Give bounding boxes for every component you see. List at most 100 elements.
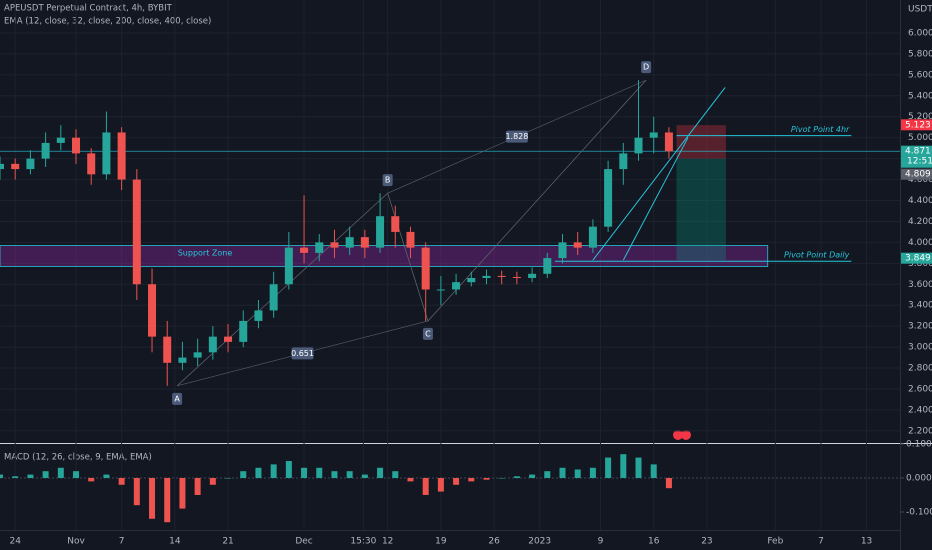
candle-body	[269, 284, 278, 311]
macd-tick-label: -0.100	[906, 507, 932, 517]
x-tick-label: Nov	[67, 537, 85, 547]
y-tick-label: 2.800	[908, 364, 932, 374]
y-tick-label: 3.000	[908, 343, 932, 353]
candle-body	[391, 216, 400, 232]
macd-bar	[164, 477, 171, 523]
candle-body	[11, 163, 20, 170]
x-tick-label: 12	[382, 537, 393, 547]
x-tick-label: 7	[818, 537, 824, 547]
candle-body	[72, 137, 81, 154]
macd-bar	[133, 477, 140, 506]
candle-body	[41, 142, 50, 159]
y-tick-label: 3.200	[908, 322, 932, 332]
macd-bar	[605, 457, 612, 478]
candle-body	[0, 163, 4, 170]
candle-body	[436, 289, 445, 291]
support-zone	[0, 245, 769, 267]
candle-body	[573, 242, 582, 248]
x-tick-label: 2023	[528, 537, 551, 547]
y-tick-label: 2.200	[908, 426, 932, 436]
candle-body	[56, 137, 65, 143]
candle-body	[102, 132, 111, 175]
candle-body	[208, 336, 217, 353]
macd-bar	[574, 469, 581, 478]
candle-body	[330, 242, 339, 248]
macd-bar	[453, 477, 460, 485]
candle-body	[497, 275, 506, 277]
ratio-label: 0.651	[291, 349, 314, 358]
x-tick-label: Feb	[767, 537, 783, 547]
candle-body	[543, 258, 552, 274]
macd-tick-label: 0.100	[906, 439, 932, 449]
x-tick-label: 13	[861, 537, 872, 547]
price-badge-label: 4.871	[905, 147, 931, 157]
event-icon[interactable]	[673, 430, 683, 440]
price-badge	[901, 145, 932, 168]
price-badge-label: 5.123	[905, 120, 931, 130]
macd-bar	[194, 477, 201, 495]
macd-bar	[270, 464, 277, 478]
ratio-label: 1.828	[505, 132, 528, 141]
candle-body	[239, 320, 248, 342]
candle-body	[284, 247, 293, 285]
candle-body	[604, 169, 613, 227]
macd-bar	[240, 471, 247, 478]
macd-bar	[103, 474, 110, 478]
stop-zone	[676, 125, 726, 159]
macd-bar	[301, 467, 308, 478]
candle-body	[117, 132, 126, 180]
macd-bar	[179, 477, 186, 509]
x-tick-label: 7	[119, 537, 125, 547]
event-icon[interactable]	[681, 430, 691, 440]
macd-bar	[88, 477, 95, 482]
candle-body	[588, 226, 597, 248]
macd-bar	[225, 477, 232, 479]
y-tick-label: 5.800	[908, 49, 932, 59]
macd-bar	[407, 477, 414, 482]
candle-body	[421, 247, 430, 290]
macd-tick-label: 0.000	[906, 473, 932, 483]
candle-body	[193, 352, 202, 358]
candle-body	[482, 275, 491, 278]
x-tick-label: 24	[9, 537, 21, 547]
y-tick-label: 5.000	[908, 133, 932, 143]
candle-body	[634, 137, 643, 154]
pivot-label: Pivot Point 4hr	[791, 125, 850, 134]
candle-body	[300, 247, 309, 253]
macd-label: MACD (12, 26, close, 9, EMA, EMA)	[4, 453, 152, 463]
price-badge-label: 4.809	[905, 170, 931, 180]
countdown-label: 12:51	[907, 157, 932, 167]
candle-body	[163, 336, 172, 363]
candle-body	[87, 153, 96, 175]
macd-bar	[42, 471, 49, 478]
candle-body	[664, 132, 673, 152]
macd-bar	[57, 467, 64, 478]
macd-bar	[483, 477, 490, 480]
y-tick-label: 2.600	[908, 384, 932, 394]
macd-bar	[437, 477, 444, 492]
macd-bar	[255, 467, 262, 478]
point-badge	[422, 327, 433, 340]
x-tick-label: 26	[488, 537, 500, 547]
candle-body	[376, 216, 385, 248]
price-badge	[901, 168, 932, 180]
y-tick-label: 4.400	[908, 196, 932, 206]
y-tick-label: 4.000	[908, 238, 932, 248]
candle-body	[26, 158, 35, 170]
y-tick-label: 5.600	[908, 70, 932, 80]
y-tick-label: 4.600	[908, 175, 932, 185]
y-tick-label: 6.000	[908, 28, 932, 38]
y-tick-label: 3.600	[908, 280, 932, 290]
point-badge	[172, 392, 183, 405]
trend-line	[592, 87, 726, 261]
ratio-badge	[505, 130, 528, 143]
candle-body	[178, 357, 187, 363]
macd-bar	[73, 471, 80, 478]
x-tick-label: 15:30	[350, 537, 376, 547]
point-badge	[641, 61, 652, 74]
symbol-title: APEUSDT Perpetual Contract, 4h, BYBIT	[4, 4, 173, 14]
pivot-label: Pivot Point Daily	[784, 251, 850, 260]
candle-body	[315, 242, 324, 253]
x-tick-label: 14	[169, 537, 181, 547]
